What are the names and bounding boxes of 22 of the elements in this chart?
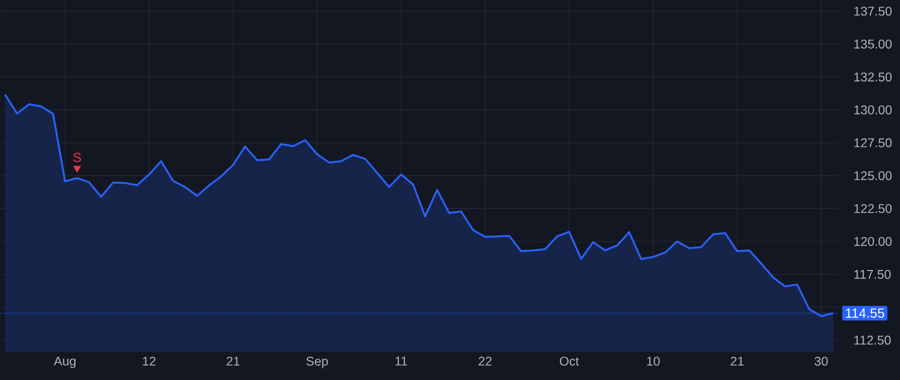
- x-tick-label: 21: [226, 356, 240, 366]
- y-tick-label: 120.00: [854, 236, 892, 246]
- y-tick-label: 137.50: [854, 6, 892, 16]
- y-tick-label: 112.50: [854, 336, 891, 345]
- y-tick-label: 130.00: [854, 105, 892, 114]
- x-tick-label: Sep: [306, 356, 328, 368]
- x-tick-label: 30: [814, 356, 828, 366]
- x-tick-label: 11: [396, 356, 408, 366]
- y-tick-label: 135.00: [854, 40, 892, 49]
- ref-line-label: 114.55: [846, 308, 884, 318]
- x-tick-label: 12: [142, 356, 156, 366]
- x-tick-label: 10: [647, 356, 660, 366]
- y-tick-label: 132.50: [854, 72, 892, 82]
- x-tick-label: Aug: [54, 356, 76, 368]
- y-tick-label: 122.50: [854, 204, 892, 214]
- x-tick-label: Oct: [560, 356, 579, 366]
- y-tick-label: 127.50: [854, 138, 892, 148]
- y-tick-label: 117.50: [854, 270, 891, 279]
- x-tick-label: 22: [478, 356, 492, 366]
- y-tick-label: 125.00: [854, 171, 892, 180]
- series-label: S: [73, 152, 81, 162]
- x-tick-label: 21: [730, 356, 744, 366]
